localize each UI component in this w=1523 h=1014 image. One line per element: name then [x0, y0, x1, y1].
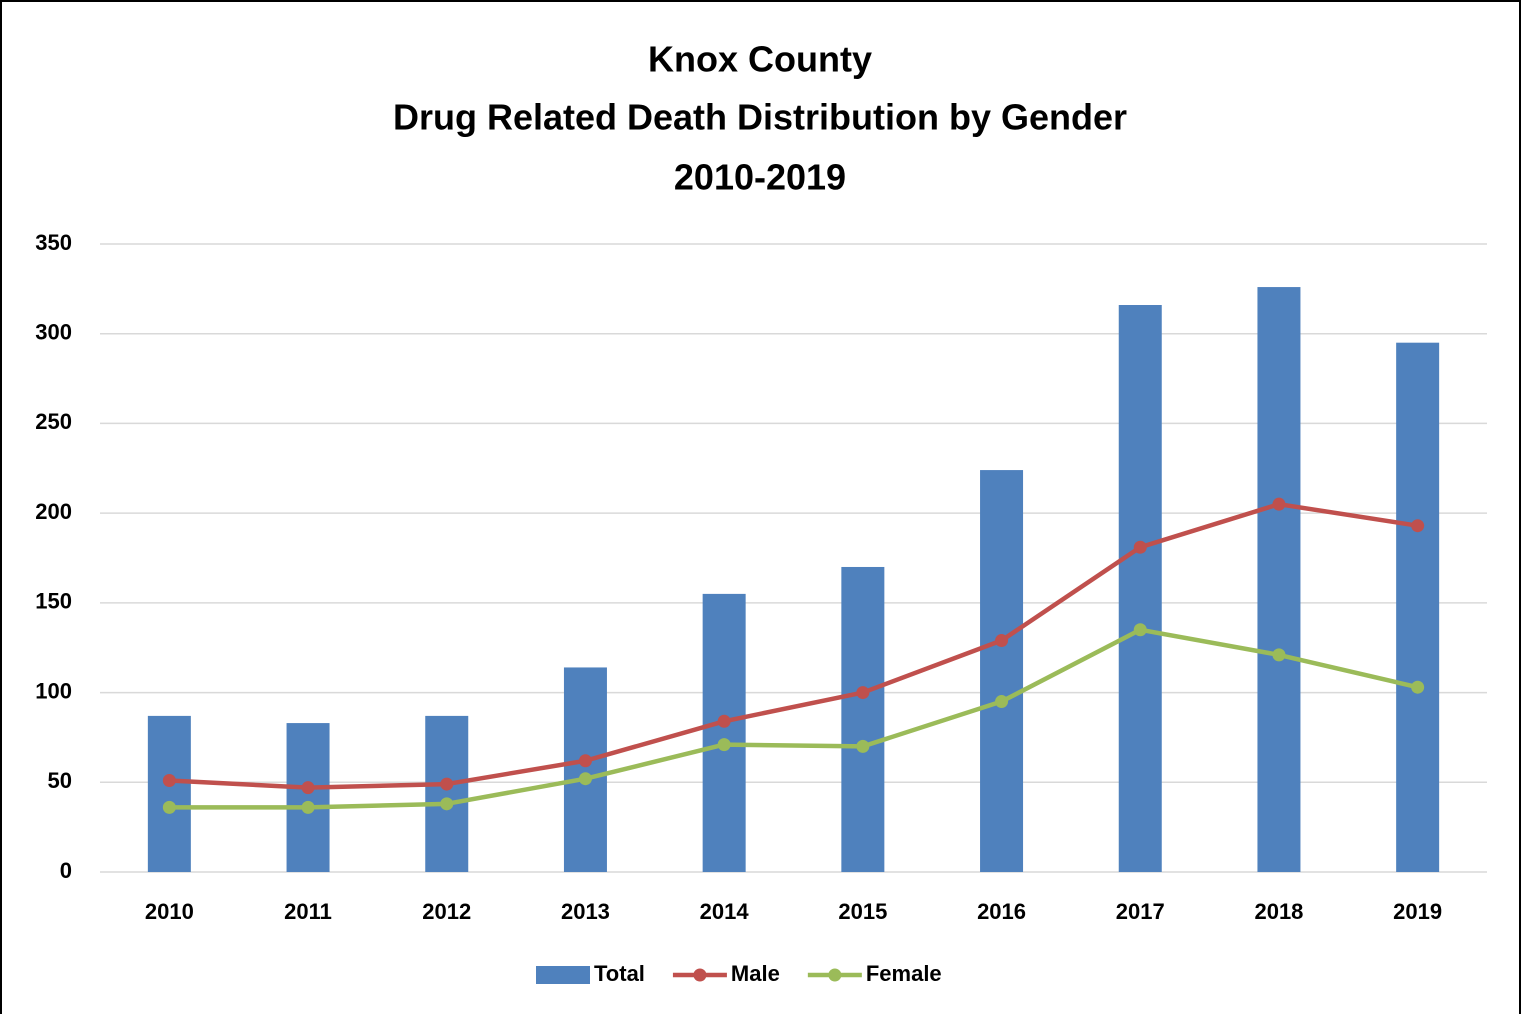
chart-title: 2010-2019 — [674, 157, 846, 198]
marker — [1411, 680, 1425, 694]
marker — [440, 797, 454, 811]
bar — [980, 470, 1024, 872]
marker — [995, 695, 1009, 709]
x-tick-label: 2010 — [145, 899, 194, 924]
marker — [717, 714, 731, 728]
x-tick-label: 2015 — [838, 899, 887, 924]
marker — [162, 773, 176, 787]
bar — [286, 723, 330, 872]
marker — [995, 634, 1009, 648]
marker — [1411, 519, 1425, 533]
bar — [841, 566, 885, 872]
legend-swatch — [828, 968, 842, 982]
bar — [425, 715, 469, 872]
y-tick-label: 50 — [48, 768, 72, 793]
y-tick-label: 200 — [35, 499, 72, 524]
x-tick-label: 2012 — [422, 899, 471, 924]
marker — [1272, 497, 1286, 511]
chart-title: Knox County — [648, 39, 872, 80]
marker — [717, 738, 731, 752]
bar — [1257, 287, 1301, 872]
bar — [563, 667, 607, 872]
marker — [1272, 648, 1286, 662]
line — [169, 627, 1419, 810]
x-tick-label: 2016 — [977, 899, 1026, 924]
marker — [301, 781, 315, 795]
bar — [702, 593, 746, 872]
marker — [440, 777, 454, 791]
legend-swatch — [536, 966, 590, 984]
marker — [301, 800, 315, 814]
marker — [578, 754, 592, 768]
x-tick-label: 2018 — [1254, 899, 1303, 924]
x-tick-label: 2013 — [561, 899, 610, 924]
legend-label: Total — [594, 961, 645, 986]
bar — [1396, 342, 1440, 873]
y-tick-label: 150 — [35, 589, 72, 614]
y-tick-label: 300 — [35, 320, 72, 345]
marker — [578, 772, 592, 786]
x-tick-label: 2017 — [1116, 899, 1165, 924]
y-tick-label: 100 — [35, 678, 72, 703]
legend-label: Male — [731, 961, 780, 986]
legend-swatch — [693, 968, 707, 982]
line — [169, 501, 1418, 790]
marker — [162, 800, 176, 814]
bar — [1118, 305, 1162, 872]
legend-label: Female — [866, 961, 942, 986]
marker — [856, 739, 870, 753]
chart-title: Drug Related Death Distribution by Gende… — [393, 97, 1127, 138]
x-tick-label: 2011 — [284, 899, 332, 924]
bar — [147, 715, 191, 872]
marker — [856, 686, 870, 700]
y-tick-label: 350 — [35, 230, 72, 255]
y-tick-label: 250 — [35, 409, 72, 434]
x-tick-label: 2019 — [1393, 899, 1442, 924]
marker — [1133, 623, 1147, 637]
marker — [1133, 540, 1147, 554]
y-tick-label: 0 — [60, 858, 72, 883]
x-tick-label: 2014 — [700, 899, 750, 924]
